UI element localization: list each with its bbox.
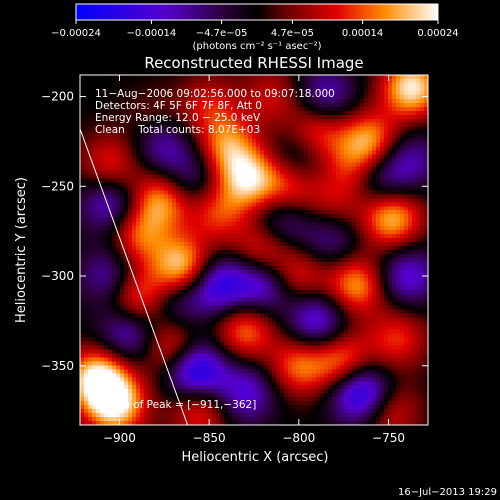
x-axis-label: Heliocentric X (arcsec) (182, 450, 329, 465)
footer-timestamp: 16−Jul−2013 19:29 (398, 487, 497, 498)
peak-position-label: Position of Peak = [−911,−362] (89, 399, 256, 411)
annotation-time-range: 11−Aug−2006 09:02:56.000 to 09:07:18.000 (95, 88, 335, 100)
plot-area: −900 −850 −800 −750 −200 −250 −300 −350 11−Aug−… (41, 74, 429, 445)
colorbar-unit-label: (photons cm⁻² s⁻¹ asec⁻²) (192, 41, 321, 52)
x-tick-label: −900 (103, 431, 136, 445)
colorbar-tick-label: −0.00024 (51, 28, 101, 39)
axis-ticks: −900 −850 −800 −750 −200 −250 −300 −350 (41, 75, 428, 445)
colorbar-tick-label: −4.7e−05 (196, 28, 248, 39)
colorbar-tick-label: 0.00014 (342, 28, 383, 39)
colorbar-tick-label: 0.00024 (417, 28, 458, 39)
x-tick-label: −800 (282, 431, 315, 445)
y-tick-label: −350 (41, 359, 74, 373)
y-tick-label: −200 (41, 90, 74, 104)
plot-frame (79, 74, 429, 426)
annotation-detectors: Detectors: 4F 5F 6F 7F 8F, Att 0 (95, 100, 262, 112)
annotation-clean-counts: Clean Total counts: 8.07E+03 (95, 124, 260, 136)
x-tick-label: −850 (193, 431, 226, 445)
colorbar: −0.00024 −0.00014 −4.7e−05 4.7e−05 0.00014 0.… (51, 3, 459, 52)
annotation-block: 11−Aug−2006 09:02:56.000 to 09:07:18.000… (95, 88, 335, 136)
annotation-energy-range: Energy Range: 12.0 − 25.0 keV (95, 112, 261, 124)
chart-title: Reconstructed RHESSI Image (144, 54, 363, 72)
limb-line (80, 128, 189, 425)
colorbar-gradient (75, 3, 439, 21)
x-tick-label: −750 (372, 431, 405, 445)
colorbar-tick-label: −0.00014 (127, 28, 177, 39)
y-axis-label: Heliocentric Y (arcsec) (14, 177, 29, 323)
colorbar-ticks: −0.00024 −0.00014 −4.7e−05 4.7e−05 0.00014 0.… (51, 20, 459, 39)
colorbar-tick-label: 4.7e−05 (271, 28, 314, 39)
y-tick-label: −250 (41, 179, 74, 193)
heatmap-image (80, 75, 428, 425)
y-tick-label: −300 (41, 269, 74, 283)
